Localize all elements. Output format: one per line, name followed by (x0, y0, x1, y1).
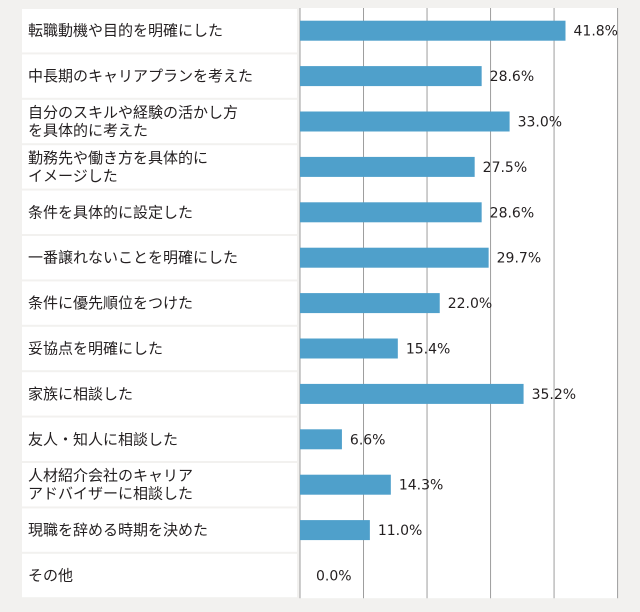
category-label: アドバイザーに相談した (28, 485, 193, 503)
label-cell (22, 145, 297, 189)
label-cell (22, 417, 297, 461)
data-label: 6.6% (350, 432, 386, 448)
bar (300, 20, 566, 41)
bar (300, 202, 482, 223)
data-label: 35.2% (532, 387, 576, 403)
data-label: 41.8% (574, 24, 618, 40)
bar (300, 156, 475, 177)
label-cell (22, 54, 297, 98)
data-label: 15.4% (406, 342, 450, 358)
category-label: 条件に優先順位をつけた (28, 294, 193, 312)
category-label: 人材紹介会社のキャリア (28, 467, 193, 485)
data-label: 27.5% (483, 160, 527, 176)
bar (300, 293, 440, 314)
bar (300, 247, 489, 268)
data-label: 0.0% (316, 569, 352, 585)
label-cell (22, 281, 297, 325)
category-label: 妥協点を明確にした (28, 340, 163, 358)
category-label: 一番譲れないことを明確にした (28, 249, 238, 267)
data-label: 11.0% (378, 523, 422, 539)
bar (300, 111, 510, 132)
label-cell (22, 508, 297, 552)
bar (300, 338, 398, 359)
data-label: 28.6% (490, 69, 534, 85)
category-label: 現職を辞める時期を決めた (28, 521, 208, 539)
data-label: 14.3% (399, 478, 443, 494)
category-label: 家族に相談した (28, 385, 133, 403)
category-label: 勤務先や働き方を具体的に (28, 149, 208, 167)
label-cell (22, 326, 297, 371)
category-label: その他 (28, 567, 73, 585)
category-label: イメージした (28, 167, 118, 185)
category-label: 友人・知人に相談した (28, 430, 178, 448)
category-label: 自分のスキルや経験の活かし方 (28, 104, 238, 122)
data-label: 29.7% (497, 251, 541, 267)
bar (300, 429, 342, 450)
label-cell (22, 9, 297, 53)
data-label: 22.0% (448, 296, 492, 312)
category-label: を具体的に考えた (28, 122, 148, 140)
data-label: 28.6% (490, 205, 534, 221)
label-cell (22, 99, 297, 144)
bar (300, 474, 391, 495)
category-label: 転職動機や目的を明確にした (28, 22, 223, 40)
label-cell (22, 190, 297, 234)
data-label: 33.0% (518, 115, 562, 131)
label-cell (22, 463, 297, 507)
label-cell (22, 553, 297, 598)
bar (300, 66, 482, 87)
label-cell (22, 236, 297, 280)
category-label: 中長期のキャリアプランを考えた (28, 67, 253, 85)
category-label: 条件を具体的に設定した (28, 203, 193, 221)
bar (300, 520, 370, 541)
label-cell (22, 372, 297, 416)
bar (300, 383, 524, 404)
